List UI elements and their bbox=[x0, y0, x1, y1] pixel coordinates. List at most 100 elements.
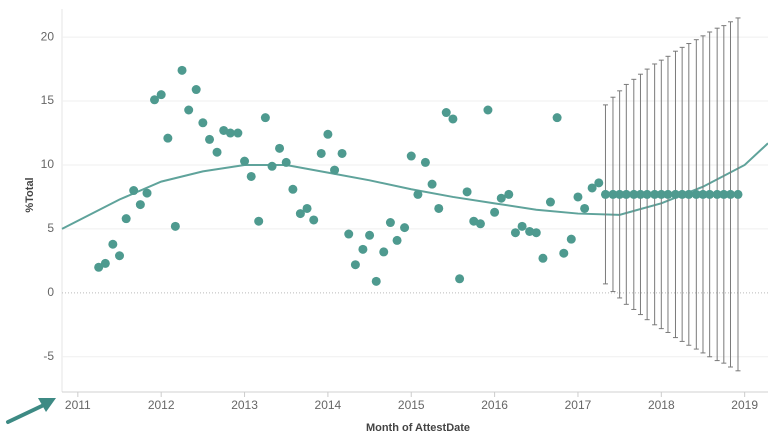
point bbox=[295, 209, 305, 219]
point bbox=[455, 274, 465, 284]
point bbox=[254, 216, 264, 226]
forecast-point bbox=[608, 189, 618, 199]
point bbox=[475, 219, 485, 229]
forecast-point bbox=[663, 189, 673, 199]
point bbox=[198, 118, 208, 128]
forecast-point bbox=[698, 189, 708, 199]
point bbox=[281, 157, 291, 167]
point bbox=[365, 230, 375, 240]
point bbox=[309, 215, 319, 225]
point bbox=[184, 105, 194, 115]
y-tick-label: 15 bbox=[41, 93, 55, 107]
point bbox=[441, 108, 451, 118]
point bbox=[275, 143, 285, 153]
point bbox=[525, 226, 535, 236]
point bbox=[490, 207, 500, 217]
forecast-point bbox=[650, 189, 660, 199]
point bbox=[100, 258, 110, 268]
y-tick-label: 0 bbox=[47, 285, 54, 299]
point bbox=[330, 165, 340, 175]
point bbox=[246, 171, 256, 181]
forecast-point bbox=[691, 189, 701, 199]
point bbox=[371, 276, 381, 286]
point bbox=[531, 228, 541, 238]
point bbox=[156, 90, 166, 100]
x-tick-label: 2012 bbox=[148, 398, 175, 412]
point bbox=[212, 147, 222, 157]
point bbox=[233, 128, 243, 138]
x-axis-title: Month of AttestDate bbox=[366, 422, 470, 434]
point bbox=[240, 156, 250, 166]
forecast-point bbox=[705, 189, 715, 199]
point bbox=[302, 203, 312, 213]
point bbox=[496, 193, 506, 203]
forecast-point bbox=[621, 189, 631, 199]
forecast-point bbox=[615, 189, 625, 199]
forecast-point bbox=[725, 189, 735, 199]
point bbox=[385, 218, 395, 228]
point bbox=[406, 151, 416, 161]
point bbox=[225, 128, 235, 138]
forecast-point bbox=[629, 189, 639, 199]
x-tick-label: 2016 bbox=[481, 398, 508, 412]
point bbox=[129, 186, 139, 196]
point bbox=[566, 234, 576, 244]
point bbox=[150, 95, 160, 105]
point bbox=[205, 134, 215, 144]
point bbox=[580, 203, 590, 213]
point bbox=[379, 247, 389, 257]
point bbox=[517, 221, 527, 231]
point bbox=[191, 85, 201, 95]
forecast-point bbox=[635, 189, 645, 199]
forecast-point bbox=[712, 189, 722, 199]
point bbox=[587, 183, 597, 193]
point bbox=[448, 114, 458, 124]
point bbox=[163, 133, 173, 143]
point bbox=[413, 189, 423, 199]
y-tick-label: -5 bbox=[43, 349, 54, 363]
point bbox=[142, 188, 152, 198]
y-axis-title: %Total bbox=[24, 177, 36, 212]
x-tick-label: 2015 bbox=[398, 398, 425, 412]
point bbox=[427, 179, 437, 189]
point bbox=[420, 157, 430, 167]
x-tick-label: 2011 bbox=[65, 398, 91, 412]
forecast-point bbox=[642, 189, 652, 199]
x-tick-label: 2018 bbox=[648, 398, 675, 412]
y-tick-label: 5 bbox=[47, 221, 54, 235]
forecast-point bbox=[684, 189, 694, 199]
point bbox=[545, 197, 555, 207]
x-tick-label: 2017 bbox=[565, 398, 592, 412]
point bbox=[400, 223, 410, 233]
point bbox=[121, 214, 131, 224]
point bbox=[552, 113, 562, 123]
point bbox=[260, 113, 270, 123]
forecast-point bbox=[719, 189, 729, 199]
forecast-point bbox=[677, 189, 687, 199]
x-tick-label: 2013 bbox=[231, 398, 258, 412]
point bbox=[344, 229, 354, 239]
point bbox=[559, 248, 569, 258]
point bbox=[115, 251, 125, 261]
point bbox=[483, 105, 493, 115]
forecast-point bbox=[600, 189, 610, 199]
y-tick-label: 10 bbox=[41, 157, 55, 171]
point bbox=[323, 129, 333, 139]
point bbox=[288, 184, 298, 194]
point bbox=[337, 148, 347, 158]
point bbox=[573, 192, 583, 202]
point bbox=[267, 161, 277, 171]
point bbox=[392, 235, 402, 245]
forecast-point bbox=[733, 189, 743, 199]
x-tick-label: 2019 bbox=[731, 398, 758, 412]
point bbox=[434, 203, 444, 213]
point bbox=[177, 65, 187, 75]
point bbox=[350, 260, 360, 270]
point bbox=[594, 178, 604, 188]
point bbox=[94, 262, 104, 272]
point bbox=[462, 187, 472, 197]
point bbox=[316, 148, 326, 158]
arrow-annotation bbox=[6, 398, 56, 424]
